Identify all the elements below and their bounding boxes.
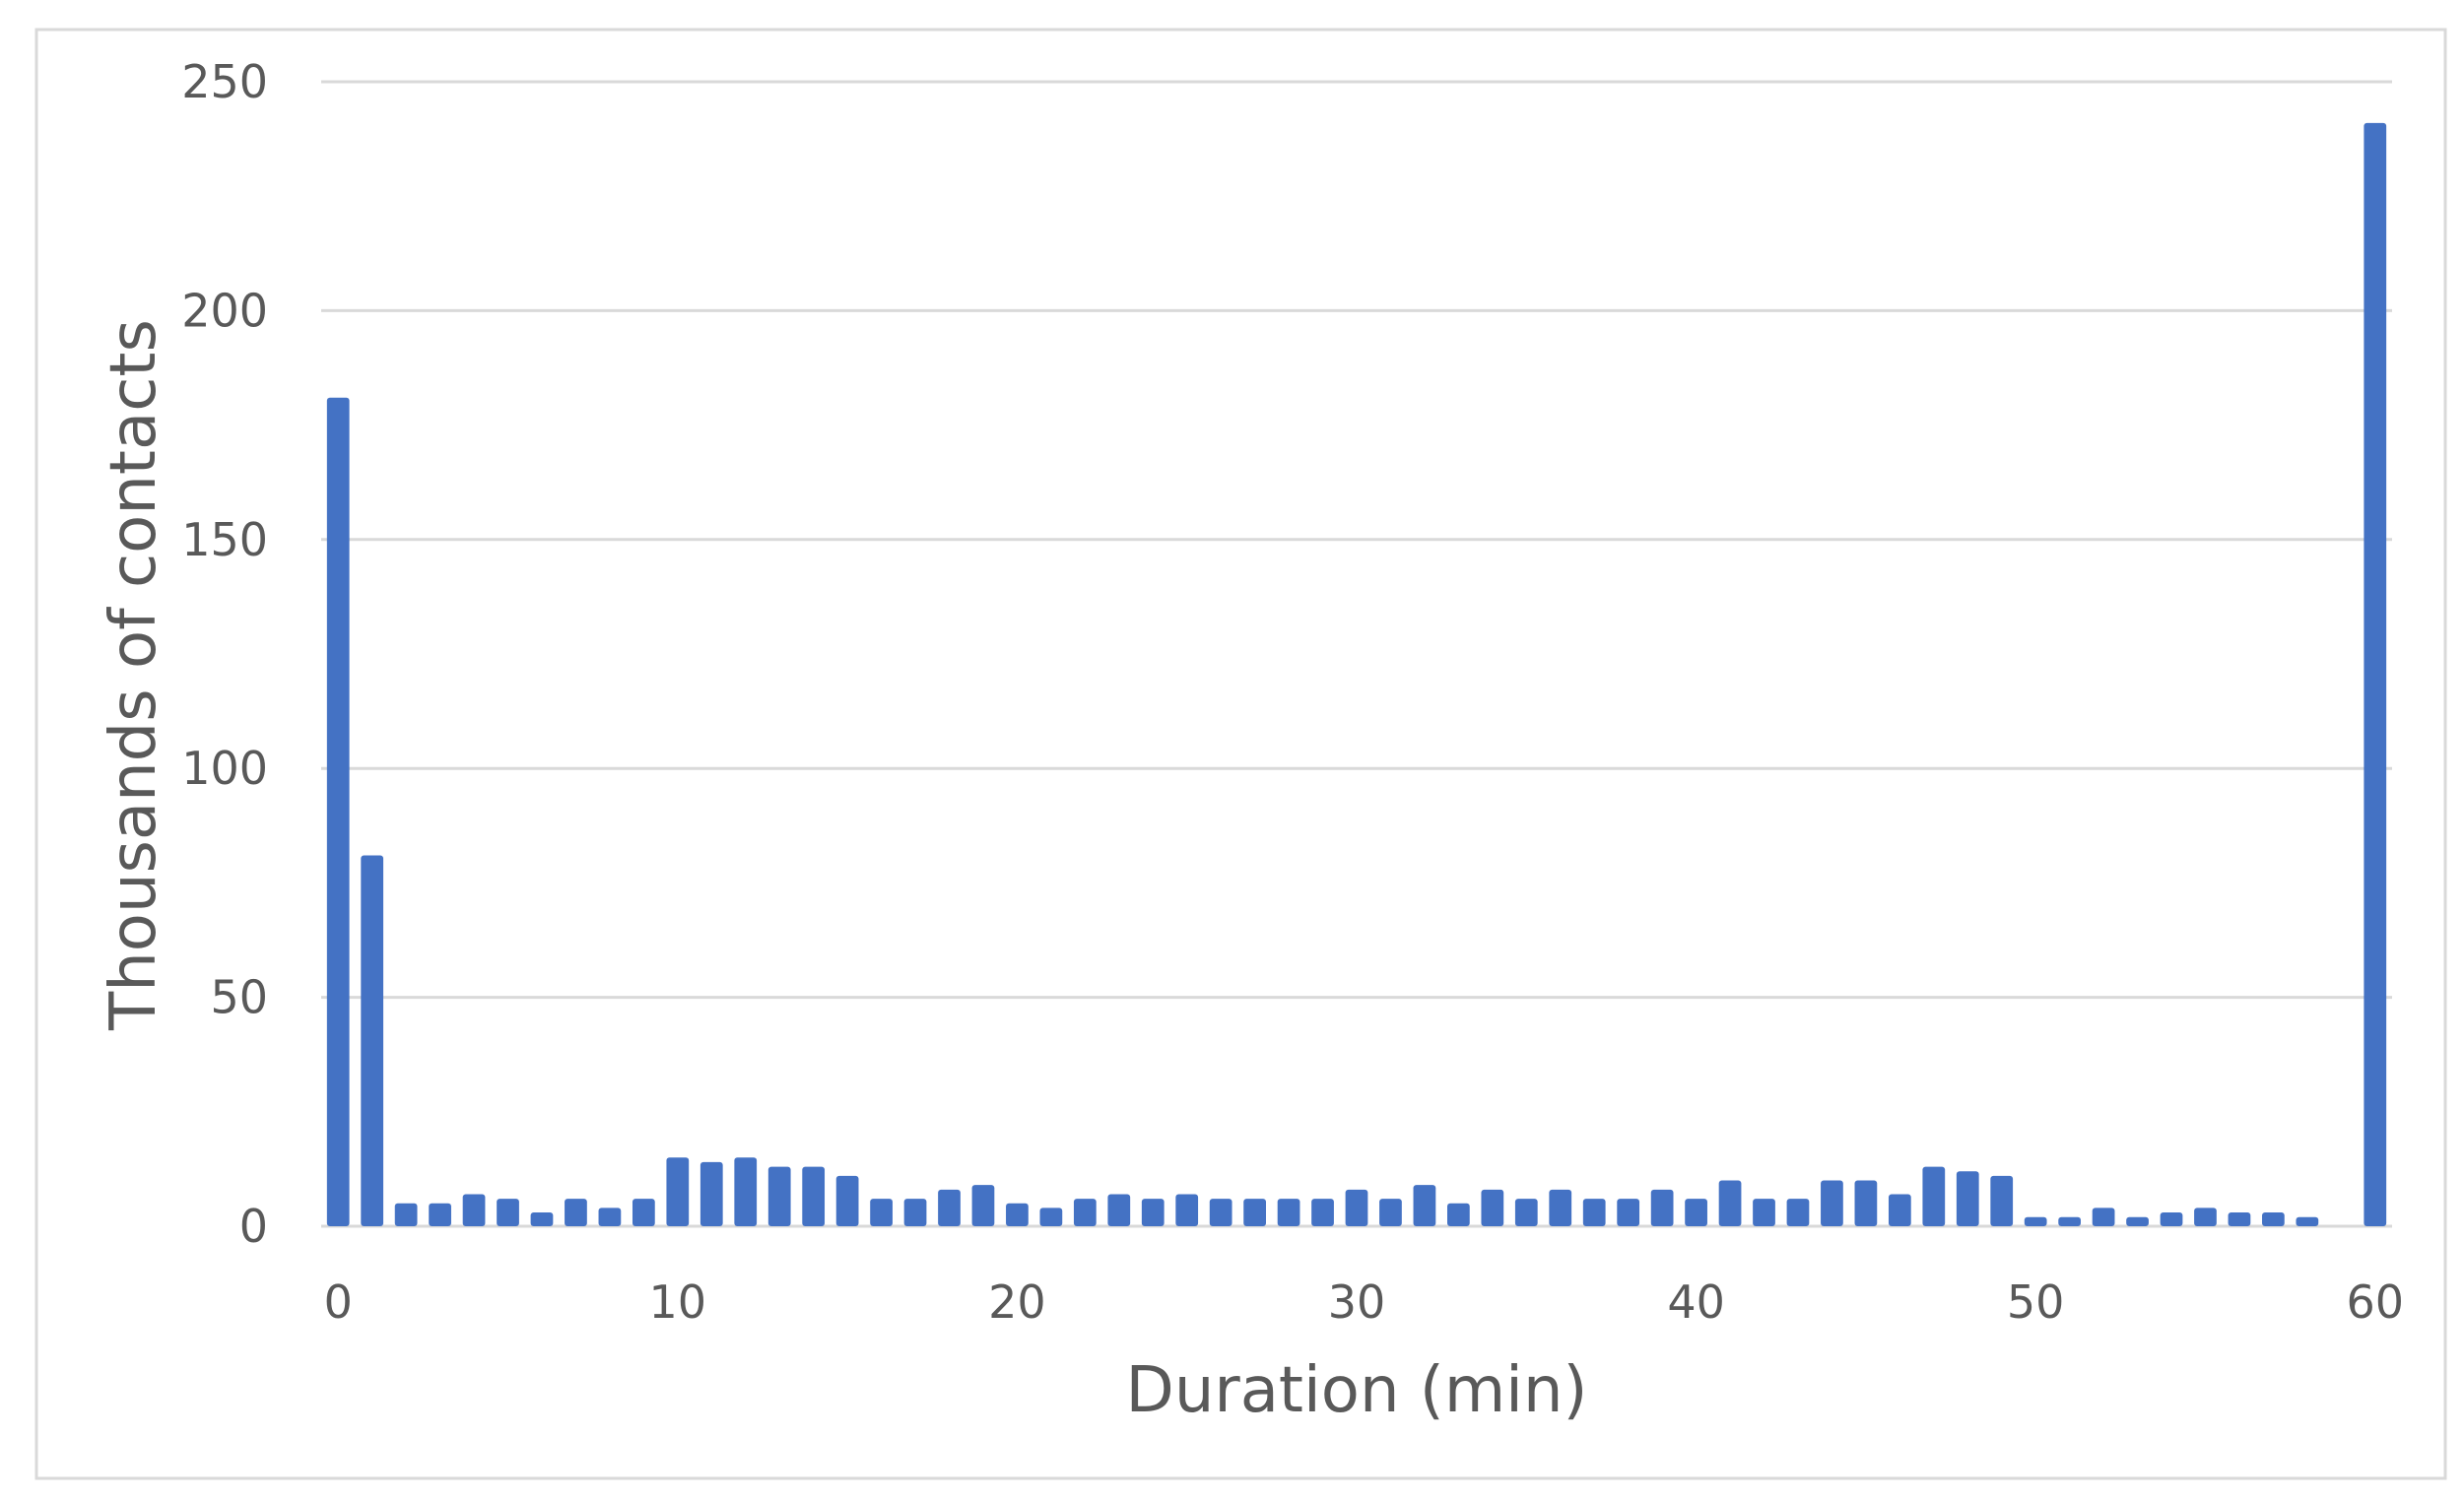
x-axis-title: Duration (min) <box>1126 1354 1588 1427</box>
bar-11 <box>699 1161 723 1226</box>
y-tick-label: 200 <box>181 284 268 337</box>
bar-1 <box>361 855 384 1226</box>
bar-23 <box>1107 1194 1131 1226</box>
bar-57 <box>2262 1212 2285 1226</box>
x-tick-label: 0 <box>324 1275 353 1329</box>
bar-36 <box>1549 1189 1572 1226</box>
y-tick-label: 0 <box>239 1200 268 1253</box>
x-tick-label: 10 <box>649 1275 707 1329</box>
bar-20 <box>1006 1203 1029 1226</box>
bar-4 <box>462 1194 486 1226</box>
bar-42 <box>1753 1199 1775 1226</box>
bar-12 <box>734 1157 758 1226</box>
y-axis-ticks: 0 50 100 150 200 250 <box>181 55 268 1253</box>
x-tick-label: 30 <box>1328 1275 1386 1329</box>
bar-51 <box>2058 1216 2082 1226</box>
bar-16 <box>870 1199 893 1226</box>
bar-15 <box>835 1175 859 1226</box>
bar-7 <box>565 1199 587 1226</box>
bar-26 <box>1209 1199 1232 1226</box>
bar-29 <box>1311 1199 1334 1226</box>
bar-56 <box>2228 1212 2251 1226</box>
bar-14 <box>802 1166 826 1226</box>
bar-60 <box>2364 122 2387 1226</box>
bar-47 <box>1922 1166 1946 1226</box>
chart-border <box>34 28 2447 1480</box>
bar-45 <box>1854 1180 1878 1226</box>
bar-9 <box>632 1199 655 1226</box>
bar-50 <box>2024 1216 2047 1226</box>
bar-30 <box>1345 1189 1368 1226</box>
bar-25 <box>1175 1194 1199 1226</box>
bar-34 <box>1481 1189 1504 1226</box>
bar-41 <box>1718 1180 1742 1226</box>
bar-32 <box>1413 1185 1436 1226</box>
y-tick-label: 50 <box>210 971 268 1024</box>
bar-33 <box>1447 1203 1470 1226</box>
bar-2 <box>394 1203 418 1226</box>
bar-0 <box>326 397 350 1226</box>
x-axis-ticks: 0 10 20 30 40 50 60 <box>324 1275 2404 1329</box>
bar-39 <box>1650 1189 1674 1226</box>
bar-18 <box>938 1189 961 1226</box>
bar-48 <box>1956 1171 1979 1226</box>
bar-54 <box>2160 1212 2183 1226</box>
bar-8 <box>598 1208 622 1226</box>
bar-53 <box>2126 1216 2149 1226</box>
bar-27 <box>1243 1199 1266 1226</box>
bar-6 <box>530 1212 554 1226</box>
bar-58 <box>2296 1216 2319 1226</box>
bar-19 <box>971 1185 995 1226</box>
y-tick-label: 100 <box>181 742 268 795</box>
bar-55 <box>2194 1208 2217 1226</box>
bar-21 <box>1039 1208 1063 1226</box>
bar-3 <box>429 1203 451 1226</box>
bars <box>326 122 2387 1226</box>
bar-43 <box>1786 1199 1810 1226</box>
x-tick-label: 20 <box>988 1275 1046 1329</box>
bar-17 <box>903 1199 927 1226</box>
y-tick-label: 150 <box>181 513 268 566</box>
y-tick-label: 250 <box>181 55 268 108</box>
bar-28 <box>1277 1199 1300 1226</box>
gridlines <box>321 80 2392 1228</box>
bar-52 <box>2092 1208 2115 1226</box>
bar-38 <box>1617 1199 1640 1226</box>
bar-31 <box>1379 1199 1402 1226</box>
bar-22 <box>1073 1199 1097 1226</box>
bar-44 <box>1821 1180 1843 1226</box>
x-tick-label: 50 <box>2007 1275 2065 1329</box>
bar-40 <box>1685 1199 1707 1226</box>
x-tick-label: 40 <box>1667 1275 1725 1329</box>
bar-10 <box>666 1157 690 1226</box>
bar-24 <box>1141 1199 1165 1226</box>
y-axis-title: Thousands of contacts <box>98 319 170 1031</box>
x-tick-label: 60 <box>2346 1275 2404 1329</box>
bar-49 <box>1990 1175 2014 1226</box>
bar-46 <box>1888 1194 1911 1226</box>
bar-13 <box>767 1166 791 1226</box>
bar-37 <box>1582 1199 1606 1226</box>
bar-35 <box>1514 1199 1538 1226</box>
bar-5 <box>497 1199 519 1226</box>
